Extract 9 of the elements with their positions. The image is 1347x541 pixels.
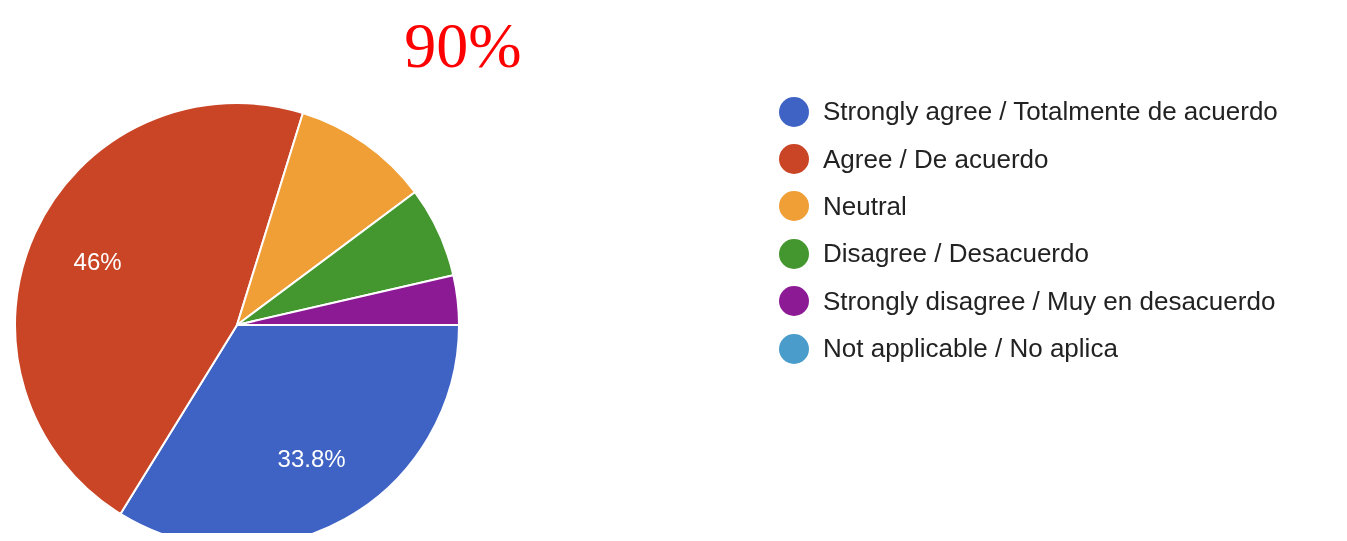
data-label: 46% — [73, 248, 122, 276]
legend-label: Disagree / Desacuerdo — [823, 238, 1089, 270]
legend-label: Strongly agree / Totalmente de acuerdo — [823, 96, 1278, 128]
data-label: 33.8% — [277, 445, 346, 473]
legend-label: Not applicable / No aplica — [823, 333, 1118, 365]
legend-label: Strongly disagree / Muy en desacuerdo — [823, 285, 1276, 317]
chart-title: 90% — [403, 9, 523, 83]
legend-label: Neutral — [823, 190, 907, 222]
legend-label: Agree / De acuerdo — [823, 143, 1049, 175]
